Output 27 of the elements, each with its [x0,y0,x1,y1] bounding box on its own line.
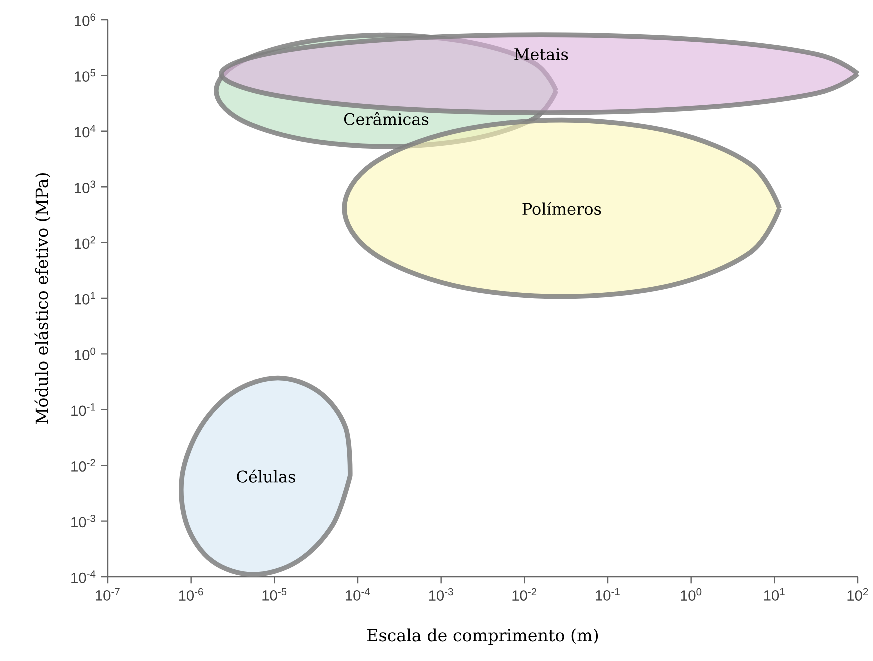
x-tick-label: 10$^{1}$ [764,588,785,601]
x-tick-label: 10$^{-5}$ [262,588,287,601]
y-tick-label: 10$^{5}$ [75,69,96,82]
y-tick-label: 10$^{-2}$ [72,459,96,472]
x-tick-label: 10$^{-4}$ [346,588,370,601]
y-tick-label: 10$^{1}$ [75,292,96,305]
series-label: Metais [514,48,568,61]
x-tick-label: 10$^{-3}$ [429,588,454,601]
y-tick-label: 10$^{6}$ [75,14,96,26]
series-label: Células [237,470,296,483]
x-tick-label: 10$^{-2}$ [512,588,537,601]
x-tick-label: 10$^{0}$ [681,588,702,601]
x-axis-title: Escala de comprimento (m) [368,628,598,645]
series-label: Polímeros [522,202,602,216]
y-tick-label: 10$^{3}$ [75,180,96,194]
y-tick-label: 10$^{-1}$ [72,404,96,416]
y-tick-label: 10$^{-4}$ [72,570,96,584]
y-axis-title: Módulo elástico efetivo (MPa) [34,173,51,424]
y-tick-label: 10$^{0}$ [75,348,96,361]
y-tick-label: 10$^{2}$ [75,236,96,250]
series-label: Cerâmicas [344,112,429,126]
x-tick-label: 10$^{-7}$ [96,588,120,601]
y-tick-label: 10$^{-3}$ [72,514,96,528]
y-tick-label: 10$^{4}$ [75,125,96,138]
x-tick-label: 10$^{2}$ [848,588,868,601]
x-tick-label: 10$^{-6}$ [179,588,204,601]
x-tick-label: 10$^{-1}$ [596,588,620,601]
